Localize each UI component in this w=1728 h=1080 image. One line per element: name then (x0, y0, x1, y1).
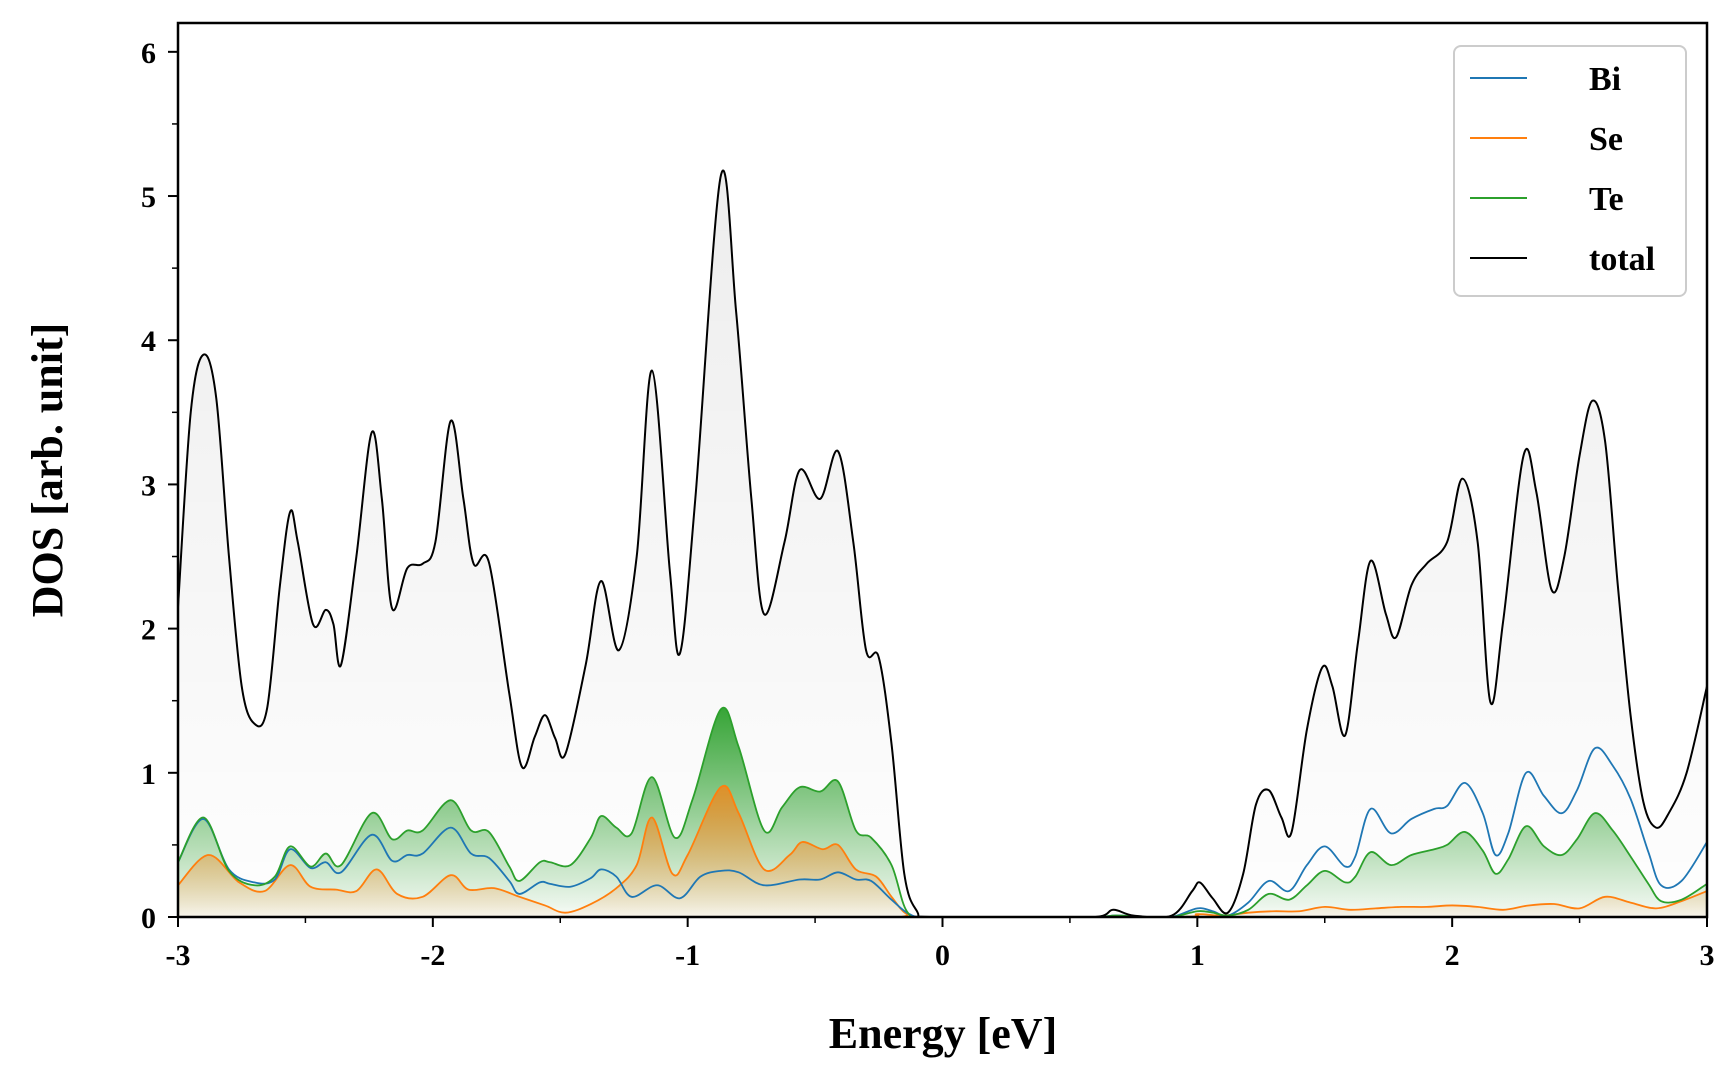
series-fill-total (178, 170, 1707, 917)
y-tick-label: 0 (141, 902, 156, 935)
area-fills (178, 170, 1707, 917)
x-tick-label: -2 (420, 939, 445, 972)
axis-ticks: -3 -2 -1 0 1 2 3 0 1 2 3 4 5 6 (141, 37, 1715, 972)
series-line-te (178, 706, 1707, 917)
y-tick-label: 3 (141, 469, 156, 502)
x-tick-label: 1 (1190, 939, 1205, 972)
legend-label-bi: Bi (1589, 61, 1621, 98)
legend-entries: Bi Se Te total (1470, 61, 1655, 278)
legend-label-total: total (1589, 241, 1655, 278)
y-tick-label: 5 (141, 181, 156, 214)
series-line-se (178, 784, 1707, 917)
y-tick-label: 6 (141, 37, 156, 70)
legend: Bi Se Te total (1453, 45, 1687, 297)
x-axis-title: Energy [eV] (829, 1009, 1058, 1058)
series-lines (178, 169, 1707, 917)
legend-box (1453, 45, 1687, 297)
series-line-bi (178, 746, 1707, 917)
legend-label-te: Te (1589, 181, 1624, 218)
series-line-total (178, 169, 1707, 917)
x-tick-label: -1 (675, 939, 700, 972)
legend-label-se: Se (1589, 121, 1623, 158)
x-tick-label: -3 (166, 939, 191, 972)
x-tick-label: 3 (1700, 939, 1715, 972)
y-axis-title: DOS [arb. unit] (23, 323, 72, 618)
y-tick-label: 2 (141, 614, 156, 647)
x-tick-label: 0 (935, 939, 950, 972)
y-tick-label: 1 (141, 758, 156, 791)
y-tick-label: 4 (141, 325, 156, 358)
x-tick-label: 2 (1445, 939, 1460, 972)
series-fill-se (178, 785, 1707, 917)
